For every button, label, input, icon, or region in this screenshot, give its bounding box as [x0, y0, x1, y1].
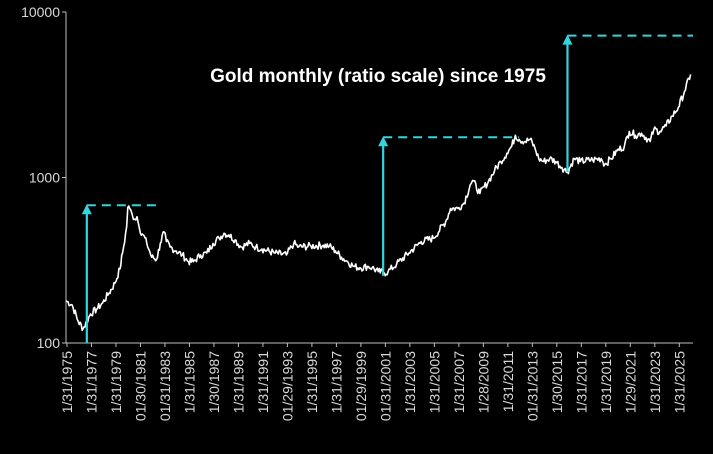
annotation-arrow-head — [81, 204, 92, 215]
x-tick-label: 1/31/2025 — [671, 351, 687, 413]
x-tick-label: 1/30/1987 — [206, 351, 222, 413]
x-tick-label: 1/30/2015 — [549, 351, 565, 413]
y-tick-label: 1000 — [29, 170, 60, 186]
x-tick-label: 1/31/1995 — [304, 351, 320, 413]
x-tick-label: 1/31/1989 — [230, 351, 246, 413]
y-tick-label: 100 — [37, 335, 61, 351]
y-tick-labels: 100 1000 10000 — [21, 4, 66, 351]
x-tick-label: 1/28/2009 — [475, 351, 491, 413]
annotation-arrow-head — [562, 34, 573, 45]
x-tick-label: 1/29/2021 — [622, 351, 638, 413]
annotations — [81, 34, 693, 343]
x-tick-label: 1/31/2003 — [402, 351, 418, 413]
x-tick-label: 1/31/2023 — [647, 351, 663, 413]
chart-title: Gold monthly (ratio scale) since 1975 — [210, 66, 546, 87]
x-tick-label: 1/31/1977 — [83, 351, 99, 413]
x-tick-label: 1/31/1975 — [59, 351, 75, 413]
x-tick-labels: 1/31/1975 1/31/1977 1/31/1979 01/30/1981 01/… — [59, 343, 687, 421]
x-tick-label: 01/31/2001 — [377, 351, 393, 421]
x-tick-label: 01/29/1993 — [279, 351, 295, 421]
gold-price-line — [65, 74, 692, 332]
x-tick-label: 1/31/2007 — [451, 351, 467, 413]
y-tick-label: 10000 — [21, 4, 60, 20]
x-tick-label: 01/31/1983 — [157, 351, 173, 421]
x-tick-label: 01/31/2013 — [524, 351, 540, 421]
x-tick-label: 1/31/1991 — [255, 351, 271, 413]
x-tick-label: 1/31/1997 — [328, 351, 344, 413]
x-tick-label: 1/31/2019 — [598, 351, 614, 413]
x-tick-label: 01/30/1981 — [132, 351, 148, 421]
x-tick-label: 01/29/1999 — [353, 351, 369, 421]
x-tick-label: 1/31/1979 — [108, 351, 124, 413]
x-tick-label: 1/31/2005 — [426, 351, 442, 413]
x-tick-label: 1/31/2011 — [500, 351, 516, 412]
annotation-arrow-head — [378, 136, 389, 147]
x-tick-label: 1/31/2017 — [573, 351, 589, 413]
series-lines — [65, 74, 692, 332]
x-tick-label: 1/31/1985 — [181, 351, 197, 413]
